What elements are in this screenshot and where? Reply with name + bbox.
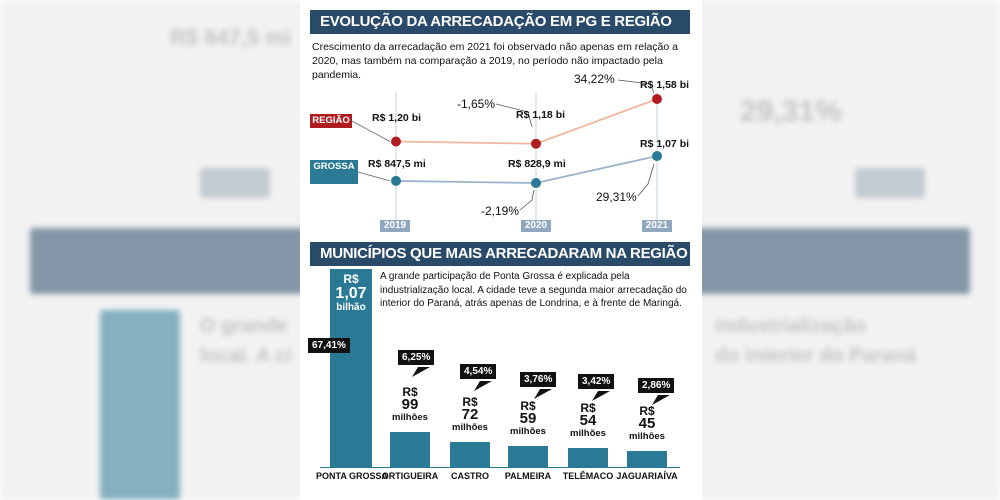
share-callout-pointer-3 [534, 389, 552, 399]
regiao-value-2021: R$ 1,58 bi [640, 79, 690, 91]
category-label-1: ORTIGUEIRA [381, 471, 439, 481]
bar-value-line: R$ [580, 400, 596, 415]
bar-value-line: R$ [520, 399, 536, 414]
bar-1 [390, 432, 430, 467]
line-chart [351, 79, 662, 220]
bar-value-label-4: R$ 54 milhões [564, 402, 612, 440]
bar-value-line: R$ [343, 272, 359, 286]
series-1-point-2020 [531, 178, 541, 188]
share-callout-pointer-2 [474, 381, 492, 391]
bar-value-line: 59 [519, 410, 537, 428]
regiao-change-2021: 34,22% [574, 72, 615, 86]
bar-value-line: 1,07 [335, 285, 367, 302]
pg-value-2021: R$ 1,07 bi [640, 138, 690, 150]
bar-value-line: milhões [629, 431, 665, 443]
regiao-change-2020: -1,65% [457, 97, 496, 111]
series-tag-regiao: REGIÃO [310, 114, 352, 128]
leader-pg-2020 [519, 189, 535, 211]
infographic-panel: EVOLUÇÃO DA ARRECADAÇÃO EM PG E REGIÃO C… [300, 0, 702, 500]
bar-value-line: R$ [402, 385, 418, 399]
regiao-value-2019: R$ 1,20 bi [372, 112, 422, 124]
pg-change-2021: 29,31% [596, 190, 637, 204]
series-tag-ponta-grossa: GROSSA [310, 160, 358, 184]
share-label-1: 6,25% [398, 350, 435, 365]
bar-value-label-3: R$ 59 milhões [504, 400, 552, 438]
bar-value-line: R$ [462, 394, 478, 409]
bar-4 [568, 447, 608, 467]
share-callout-pointer-1 [412, 367, 430, 377]
series-0-point-2021 [652, 94, 662, 104]
bar-2 [450, 441, 490, 467]
series-0-point-2019 [391, 136, 401, 147]
share-callout-pointer-5 [652, 395, 670, 405]
section-subtitle: Crescimento da arrecadação em 2021 foi o… [312, 41, 678, 81]
share-label-4: 3,42% [578, 374, 615, 389]
bar-3 [508, 446, 548, 467]
series-connector-0 [351, 120, 391, 142]
bar-value-line: R$ [639, 404, 655, 419]
section-intro: A grande participação de Ponta Grossa é … [380, 271, 687, 309]
series-0-point-2020 [531, 138, 541, 149]
year-tag-2020: 2020 [521, 220, 551, 232]
category-label-5: JAGUARIAÍVA [616, 471, 678, 481]
share-label-0: 67,41% [308, 338, 350, 353]
section-title-evolucao: EVOLUÇÃO DA ARRECADAÇÃO EM PG E REGIÃO [310, 10, 690, 34]
pg-value-2019: R$ 847,5 mi [368, 158, 426, 170]
section-title-municipios: MUNICÍPIOS QUE MAIS ARRECADARAM NA REGIÃ… [310, 242, 690, 266]
bar-value-line: milhões [392, 412, 428, 423]
share-label-3: 3,76% [520, 372, 557, 387]
bar-value-label-1: R$ 99 milhões [386, 386, 434, 424]
bar-value-line: 72 [461, 405, 479, 423]
leader-regiao-2021 [617, 79, 655, 94]
series-1-point-2019 [391, 175, 401, 186]
bar-value-line: bilhão [336, 302, 366, 313]
bar-5 [627, 451, 667, 467]
category-label-3: PALMEIRA [504, 471, 552, 481]
bar-value-label-0: R$ 1,07 bilhão [326, 273, 376, 314]
bar-value-label-5: R$ 45 milhões [623, 405, 671, 443]
series-tag-ponta-grossa-line2: GROSSA [313, 161, 355, 172]
leader-pg-2021 [637, 163, 655, 197]
leader-regiao-2020 [495, 103, 533, 128]
bar-value-line: 45 [638, 415, 656, 433]
share-callout-pointer-4 [592, 391, 610, 401]
category-label-0: PONTA GROSSA [316, 471, 389, 481]
bar-value-line: 54 [579, 411, 597, 429]
bar-value-line: milhões [510, 426, 546, 438]
share-label-5: 2,86% [638, 378, 675, 393]
share-label-2: 4,54% [460, 364, 497, 379]
year-tag-2019: 2019 [380, 220, 410, 232]
regiao-value-2020: R$ 1,18 bi [516, 109, 566, 121]
bar-value-line: milhões [452, 421, 488, 433]
category-label-4: TELÊMACO [562, 471, 614, 481]
series-1-point-2021 [652, 151, 662, 162]
series-connector-1 [357, 171, 391, 182]
bar-value-line: milhões [570, 427, 606, 439]
pg-value-2020: R$ 828,9 mi [508, 158, 566, 170]
category-label-2: CASTRO [451, 471, 489, 481]
bar-0 [330, 269, 372, 467]
year-tag-2021: 2021 [642, 220, 672, 232]
bar-value-line: 99 [401, 396, 419, 413]
bar-value-label-2: R$ 72 milhões [446, 396, 494, 434]
pg-change-2020: -2,19% [481, 204, 520, 218]
